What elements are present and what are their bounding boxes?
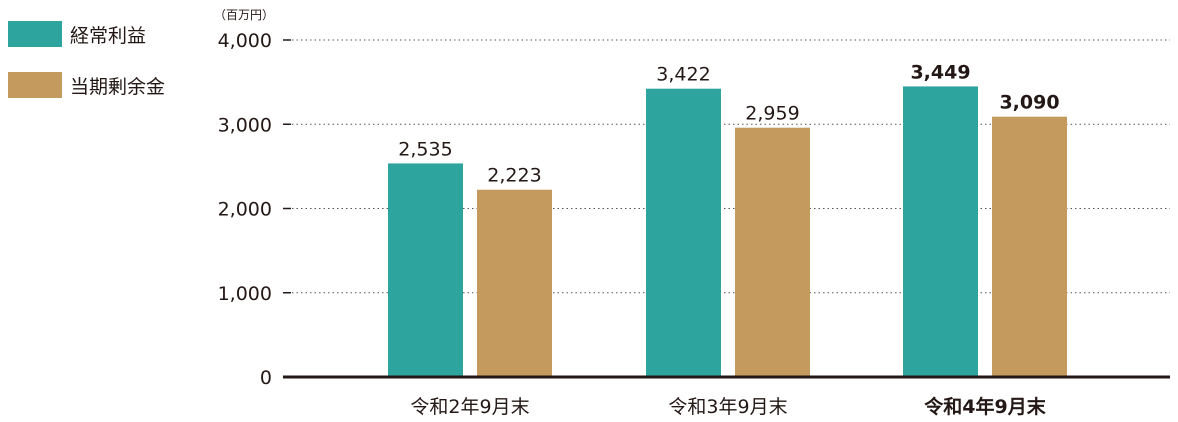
bar	[735, 127, 810, 377]
y-tick-label: 2,000	[218, 199, 272, 221]
legend-swatch-net-surplus	[8, 72, 62, 98]
data-label: 2,535	[398, 138, 452, 160]
y-tick-label: 1,000	[218, 283, 272, 305]
data-label: 2,223	[487, 165, 541, 187]
legend-swatch-ordinary-profit	[8, 21, 62, 47]
legend-label-net-surplus: 当期剰余金	[70, 75, 166, 98]
bar	[992, 116, 1067, 377]
x-tick-label: 令和4年9月末	[924, 395, 1046, 418]
legend: 経常利益 当期剰余金	[8, 20, 165, 122]
data-label: 3,090	[999, 92, 1059, 114]
data-label: 3,422	[656, 64, 710, 86]
y-tick-label: 4,000	[218, 30, 272, 52]
legend-item-ordinary-profit: 経常利益	[8, 20, 165, 48]
x-tick-label: 令和2年9月末	[410, 396, 529, 418]
y-tick-label: 0	[260, 367, 272, 389]
x-tick-label: 令和3年9月末	[668, 396, 787, 418]
legend-label-ordinary-profit: 経常利益	[70, 24, 147, 47]
bar	[903, 86, 978, 377]
y-tick-label: 3,000	[218, 114, 272, 136]
y-axis-unit-label: （百万円）	[214, 8, 275, 22]
bar	[646, 88, 721, 377]
bar	[388, 163, 463, 377]
data-label: 3,449	[910, 61, 970, 83]
data-label: 2,959	[745, 103, 799, 125]
legend-item-net-surplus: 当期剰余金	[8, 71, 165, 99]
bar	[477, 189, 552, 377]
